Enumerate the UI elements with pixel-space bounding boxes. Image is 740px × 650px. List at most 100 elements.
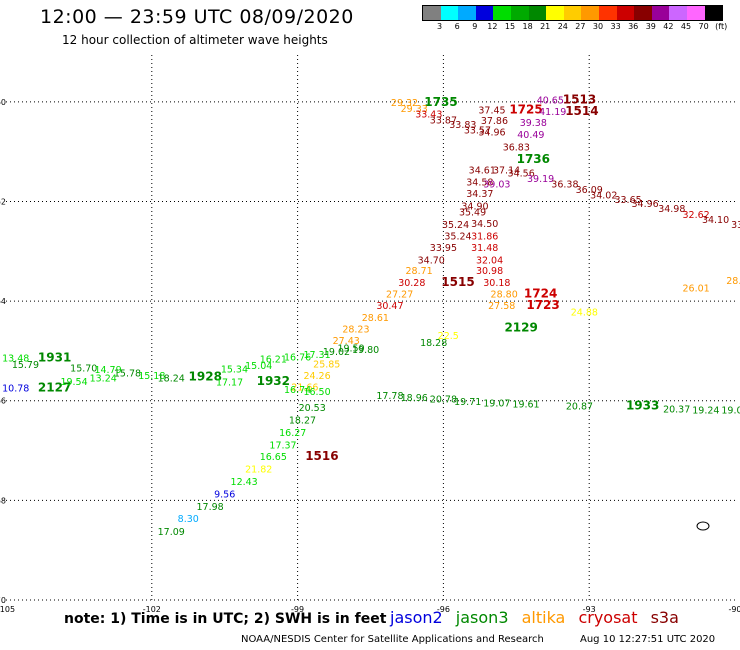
- wave-height-value: 16.50: [303, 387, 330, 398]
- pass-time-label: 1515: [441, 275, 474, 289]
- wave-height-value: 32.62: [683, 210, 710, 221]
- wave-height-value: 15.79: [12, 360, 39, 371]
- wave-height-value: 41.19: [539, 107, 566, 118]
- legend-label: 9: [472, 22, 478, 31]
- lon-tick-label: -90: [728, 605, 740, 614]
- legend-swatch: [616, 6, 635, 20]
- pass-time-label: 1723: [526, 298, 559, 312]
- wave-height-value: 17.31: [303, 350, 330, 361]
- wave-height-value: 37.45: [478, 105, 505, 116]
- color-scale-labels: 3 6 9 12 15 18 21 24 27 30 33 36 39 42 45 70 (ft): [422, 22, 740, 34]
- wave-height-value: 12.43: [231, 477, 258, 488]
- wave-height-value: 28.30: [726, 276, 740, 287]
- credit-line: NOAA/NESDIS Center for Satellite Applica…: [241, 634, 544, 645]
- lon-tick-label: -102: [143, 605, 161, 614]
- legend-swatch: [686, 6, 705, 20]
- wave-height-value: 35.24: [444, 231, 471, 242]
- legend-label: 39: [645, 22, 656, 31]
- wave-height-value: 20.53: [299, 403, 326, 414]
- wave-height-value: 30.18: [483, 278, 510, 289]
- wave-height-value: 34.10: [702, 215, 729, 226]
- page-title: 12:00 — 23:59 UTC 08/09/2020: [40, 6, 354, 28]
- wave-height-value: 16.21: [260, 354, 287, 365]
- wave-height-value: 34.50: [471, 219, 498, 230]
- source-jason2: jason2: [390, 608, 443, 627]
- wave-height-value: 19.80: [352, 345, 379, 356]
- wave-height-value: 39.38: [520, 118, 547, 129]
- lon-tick-label: -93: [583, 605, 596, 614]
- wave-height-value: 19.59: [337, 343, 364, 354]
- source-cryosat: cryosat: [578, 608, 638, 627]
- wave-height-value: 34.90: [461, 201, 488, 212]
- pass-time-label: 2129: [504, 321, 537, 335]
- legend-label: 21: [540, 22, 551, 31]
- wave-height-value: 29.32: [391, 98, 418, 109]
- wave-height-value: 20.78: [430, 395, 457, 406]
- wave-height-value: 18.28: [420, 338, 447, 349]
- wave-height-value: 30.47: [376, 301, 403, 312]
- legend-swatch: [423, 6, 441, 20]
- color-scale-legend: [422, 5, 724, 21]
- legend-label: 3: [437, 22, 443, 31]
- wave-height-value: 33.69: [731, 220, 740, 231]
- wave-height-value: 16.65: [260, 452, 287, 463]
- legend-label: 27: [575, 22, 586, 31]
- wave-height-value: 31.48: [471, 243, 498, 254]
- wave-height-value: 21.66: [291, 382, 318, 393]
- wave-height-value: 17.37: [269, 441, 296, 452]
- wave-height-value: 24.26: [303, 371, 330, 382]
- wave-height-value: 33.83: [449, 120, 476, 131]
- wave-height-value: 34.96: [631, 199, 658, 210]
- legend-label: 42: [663, 22, 674, 31]
- wave-height-value: 15.34: [221, 364, 248, 375]
- pass-time-label: 1736: [517, 152, 550, 166]
- wave-height-value: 34.70: [418, 255, 445, 266]
- wave-height-value: 33.65: [614, 195, 641, 206]
- wave-height-value: 28.71: [405, 266, 432, 277]
- wave-height-value: 15.04: [245, 361, 272, 372]
- wave-height-value: 28.23: [342, 324, 369, 335]
- wave-height-value: 26.01: [683, 284, 710, 295]
- wave-height-value: 34.61: [469, 166, 496, 177]
- legend-swatch: [704, 6, 723, 20]
- legend-swatch: [563, 6, 582, 20]
- legend-label: 36: [628, 22, 639, 31]
- pass-time-label: 2127: [38, 380, 71, 394]
- wave-height-value: 14.79: [94, 365, 121, 376]
- wave-height-value: 39.03: [483, 180, 510, 191]
- pass-time-label: 1724: [524, 287, 557, 301]
- lat-tick-label: -60: [0, 98, 6, 107]
- wave-height-value: 35.49: [459, 207, 486, 218]
- legend-label: 33: [610, 22, 621, 31]
- wave-height-value: 15.70: [70, 363, 97, 374]
- wave-height-value: 18.27: [289, 416, 316, 427]
- wave-height-value: 25.85: [313, 359, 340, 370]
- wave-height-value: 27.43: [333, 336, 360, 347]
- legend-swatch: [440, 6, 459, 20]
- wave-height-value: 33.87: [430, 115, 457, 126]
- wave-height-value: 28.80: [491, 290, 518, 301]
- wave-height-value: 34.37: [466, 189, 493, 200]
- wave-height-value: 40.49: [517, 130, 544, 141]
- wave-height-value: 10.78: [2, 383, 29, 394]
- pass-time-label: 1928: [189, 369, 222, 383]
- wave-height-value: 33.43: [415, 109, 442, 120]
- legend-swatch: [651, 6, 670, 20]
- wave-height-value: 16.74: [284, 385, 311, 396]
- wave-height-value: 29.33: [401, 104, 428, 115]
- legend-label: (ft): [715, 22, 728, 31]
- wave-height-value: 33.95: [430, 243, 457, 254]
- wave-height-value: 17.17: [216, 377, 243, 388]
- legend-label: 12: [487, 22, 498, 31]
- lon-tick-label: -99: [291, 605, 304, 614]
- wave-height-value: 18.96: [401, 393, 428, 404]
- wave-height-value: 22.5: [438, 331, 459, 342]
- lat-tick-label: -62: [0, 197, 6, 206]
- wave-height-value: 34.02: [590, 190, 617, 201]
- lat-tick-label: -68: [0, 496, 6, 505]
- lon-tick-label: -105: [0, 605, 15, 614]
- wave-height-value: 37.86: [481, 116, 508, 127]
- wave-height-value: 18.24: [158, 373, 185, 384]
- wave-height-value: 27.27: [386, 290, 413, 301]
- pass-time-label: 1735: [424, 95, 457, 109]
